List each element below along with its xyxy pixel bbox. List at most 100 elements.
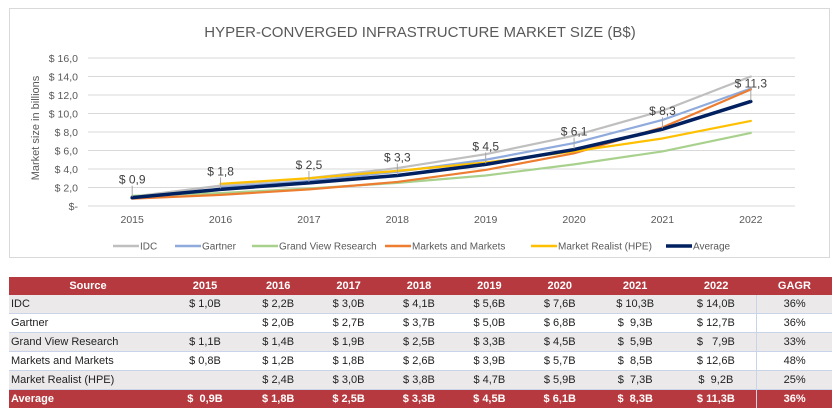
value-cell: $ 5,0B xyxy=(454,313,525,333)
value-cell: $ 1,9B xyxy=(313,332,384,352)
source-cell: Average xyxy=(9,389,167,408)
table-row: Market Realist (HPE) $ 2,4B $ 3,0B $ 3,8B $ … xyxy=(9,370,832,390)
value-cell: $ 2,6B xyxy=(383,351,455,371)
column-header: 2022 xyxy=(675,277,757,295)
table-row: Grand View Research $ 1,1B $ 1,4B $ 1,9B $ 2… xyxy=(9,332,832,352)
gagr-cell: 36% xyxy=(756,389,832,408)
table-row: Gartner $ 2,0B $ 2,7B $ 3,7B $ 5,0B $ 6,8B $ 9… xyxy=(9,313,832,333)
y-tick-label: $ 8,0 xyxy=(55,127,79,139)
value-cell: $ 2,5B xyxy=(313,389,384,408)
value-cell: $ 1,8B xyxy=(313,351,384,371)
value-cell: $ 4,7B xyxy=(454,370,525,390)
value-cell: $ 3,3B xyxy=(454,332,525,352)
source-cell: IDC xyxy=(9,295,167,314)
x-tick-label: 2015 xyxy=(121,214,145,226)
source-cell: Gartner xyxy=(9,313,167,333)
source-cell: Markets and Markets xyxy=(9,351,167,371)
value-cell: $ 9,2B xyxy=(675,370,757,390)
table-row: IDC $ 1,0B $ 2,2B $ 3,0B $ 4,1B $ 5,6B $ 7,6B $… xyxy=(9,295,832,314)
column-header: 2015 xyxy=(167,277,243,295)
value-cell: $ 12,6B xyxy=(675,351,757,371)
value-cell: $ 4,5B xyxy=(454,389,525,408)
value-cell: $ 2,0B xyxy=(242,313,314,333)
data-label: $ 4,5 xyxy=(472,139,499,153)
value-cell: $ 0,8B xyxy=(167,351,243,371)
value-cell: $ 14,0B xyxy=(675,295,757,314)
value-cell: $ 6,1B xyxy=(524,389,595,408)
source-cell: Market Realist (HPE) xyxy=(9,370,167,390)
value-cell: $ 6,8B xyxy=(524,313,595,333)
average-row: Average $ 0,9B $ 1,8B $ 2,5B $ 3,3B $ 4,5B $ 6… xyxy=(9,389,832,408)
data-label: $ 11,3 xyxy=(735,76,768,90)
value-cell: $ 1,8B xyxy=(242,389,314,408)
value-cell: $ 4,5B xyxy=(524,332,595,352)
value-cell: $ 3,3B xyxy=(383,389,455,408)
column-header: 2019 xyxy=(454,277,525,295)
column-header: 2020 xyxy=(524,277,595,295)
data-label: $ 1,8 xyxy=(207,164,234,178)
value-cell: $ 4,1B xyxy=(383,295,455,314)
data-label: $ 0,9 xyxy=(119,173,146,187)
chart-title: HYPER-CONVERGED INFRASTRUCTURE MARKET SI… xyxy=(204,24,635,41)
y-tick-label: $ 14,0 xyxy=(49,72,78,84)
x-tick-label: 2016 xyxy=(209,214,233,226)
x-tick-label: 2021 xyxy=(651,214,675,226)
legend-label: IDC xyxy=(140,242,157,253)
value-cell: $ 8,5B xyxy=(594,351,676,371)
gagr-cell: 36% xyxy=(756,295,832,314)
value-cell: $ 1,0B xyxy=(167,295,243,314)
value-cell: $ 10,3B xyxy=(594,295,676,314)
legend-label: Grand View Research xyxy=(279,242,377,253)
value-cell: $ 1,2B xyxy=(242,351,314,371)
value-cell: $ 9,3B xyxy=(594,313,676,333)
x-tick-label: 2022 xyxy=(739,214,763,226)
series-line-idc xyxy=(131,75,752,198)
data-label: $ 8,3 xyxy=(649,104,676,118)
value-cell: $ 2,2B xyxy=(242,295,314,314)
source-cell: Grand View Research xyxy=(9,332,167,352)
value-cell: $ 3,7B xyxy=(383,313,455,333)
value-cell: $ 5,6B xyxy=(454,295,525,314)
gagr-cell: 36% xyxy=(756,313,832,333)
data-label: $ 6,1 xyxy=(561,125,588,139)
value-cell: $ 1,4B xyxy=(242,332,314,352)
data-label: $ 2,5 xyxy=(296,158,323,172)
legend-label: Markets and Markets xyxy=(412,242,505,253)
y-tick-label: $ 2,0 xyxy=(55,183,79,195)
table-row: Markets and Markets $ 0,8B $ 1,2B $ 1,8B $ 2… xyxy=(9,351,832,371)
x-tick-label: 2018 xyxy=(386,214,410,226)
y-tick-label: $ 4,0 xyxy=(55,164,79,176)
y-tick-label: $ 6,0 xyxy=(55,146,79,158)
y-tick-label: $- xyxy=(69,201,79,213)
value-cell: $ 12,7B xyxy=(675,313,757,333)
value-cell xyxy=(167,313,243,333)
legend-label: Average xyxy=(693,242,731,253)
legend-label: Gartner xyxy=(202,242,237,253)
value-cell: $ 7,9B xyxy=(675,332,757,352)
y-tick-label: $ 12,0 xyxy=(49,90,78,102)
value-cell: $ 11,3B xyxy=(675,389,757,408)
y-tick-label: $ 16,0 xyxy=(49,53,78,65)
y-axis-label: Market size in billions xyxy=(30,75,42,180)
value-cell xyxy=(167,370,243,390)
value-cell: $ 5,9B xyxy=(524,370,595,390)
value-cell: $ 3,0B xyxy=(313,370,384,390)
value-cell: $ 8,3B xyxy=(594,389,676,408)
column-header: 2018 xyxy=(383,277,455,295)
market-size-table: Source 2015 2016 2017 2018 2019 2020 2021 2022 GA… xyxy=(9,277,832,408)
line-chart: HYPER-CONVERGED INFRASTRUCTURE MARKET SI… xyxy=(30,24,795,253)
x-tick-label: 2017 xyxy=(297,214,321,226)
gagr-cell: 48% xyxy=(756,351,832,371)
value-cell: $ 7,6B xyxy=(524,295,595,314)
table-header-row: Source 2015 2016 2017 2018 2019 2020 2021 2022 GA… xyxy=(9,277,832,295)
legend-label: Market Realist (HPE) xyxy=(558,242,652,253)
y-tick-label: $ 10,0 xyxy=(49,109,78,121)
value-cell: $ 3,8B xyxy=(383,370,455,390)
series-line-grand-view-research xyxy=(131,131,752,197)
x-tick-label: 2020 xyxy=(562,214,586,226)
value-cell: $ 2,5B xyxy=(383,332,455,352)
gagr-cell: 25% xyxy=(756,370,832,390)
column-header: Source xyxy=(9,277,167,295)
value-cell: $ 0,9B xyxy=(167,389,243,408)
x-tick-label: 2019 xyxy=(474,214,498,226)
